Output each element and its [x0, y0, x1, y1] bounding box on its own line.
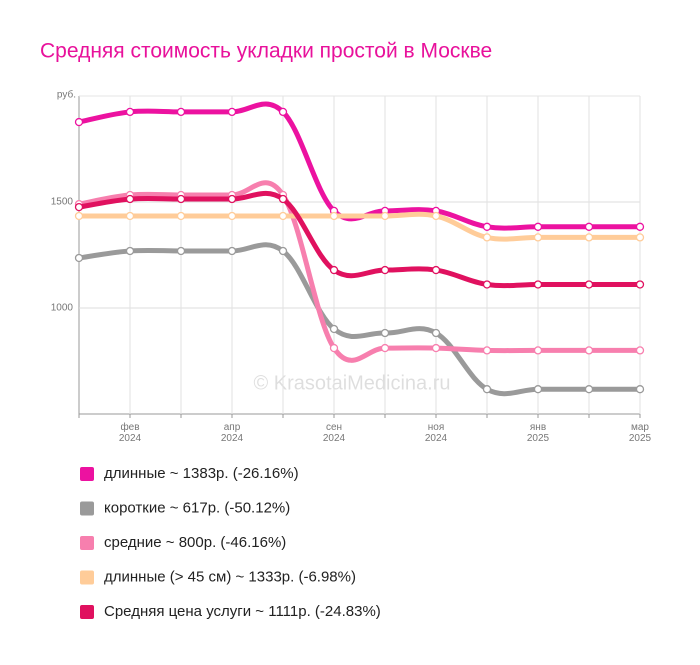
legend-label: короткие ~ 617р. (-50.12%) — [104, 499, 290, 516]
x-tick-label-line: 2024 — [425, 433, 448, 444]
x-tick-label-line: фев — [120, 421, 139, 433]
x-tick-label: ноя 2024 — [425, 422, 448, 444]
point-marker — [431, 265, 441, 275]
legend-swatch — [80, 570, 94, 585]
legend-label: длинные (> 45 см) ~ 1333р. (-6.98%) — [104, 568, 356, 585]
point-marker — [380, 343, 390, 353]
x-tick-label: мар 2025 — [629, 422, 652, 444]
point-marker — [380, 328, 390, 338]
point-marker — [533, 346, 543, 355]
watermark: © KrasotaiMedicina.ru — [253, 372, 450, 394]
point-marker — [278, 107, 288, 117]
y-axis-label: руб. — [57, 89, 76, 101]
point-marker — [329, 324, 339, 334]
legend-swatch — [80, 501, 94, 516]
point-marker — [482, 233, 492, 242]
point-marker — [584, 222, 594, 231]
point-marker — [176, 194, 186, 204]
point-marker — [125, 194, 135, 204]
point-marker — [380, 211, 390, 221]
point-marker — [125, 107, 135, 117]
point-marker — [533, 385, 543, 394]
point-marker — [584, 233, 594, 242]
x-tick-label-line: 2024 — [119, 433, 142, 444]
point-marker — [278, 194, 288, 204]
point-marker — [431, 328, 441, 338]
point-marker — [533, 233, 543, 242]
point-marker — [74, 117, 84, 127]
point-marker — [482, 280, 492, 289]
point-marker — [584, 385, 594, 394]
point-marker — [482, 222, 492, 231]
point-marker — [635, 222, 645, 231]
point-marker — [584, 280, 594, 289]
y-tick-label: 1000 — [51, 303, 74, 314]
x-tick-label: апр 2024 — [221, 422, 244, 444]
chart-title: Средняя стоимость укладки простой в Моск… — [40, 40, 492, 63]
legend-label: длинные ~ 1383р. (-26.16%) — [104, 465, 299, 482]
point-marker — [278, 246, 288, 256]
x-tick-label-line: апр — [224, 422, 241, 433]
point-marker — [533, 280, 543, 289]
x-tick-label: фев 2024 — [119, 421, 142, 444]
series-line — [76, 101, 643, 231]
point-marker — [125, 246, 135, 256]
point-marker — [176, 246, 186, 256]
x-tick-label-line: сен — [326, 422, 342, 433]
point-marker — [431, 211, 441, 221]
point-marker — [176, 211, 186, 221]
x-tick-label-line: янв — [530, 422, 546, 433]
legend-label: средние ~ 800р. (-46.16%) — [104, 534, 286, 551]
legend-swatch — [80, 467, 94, 481]
point-marker — [227, 194, 237, 204]
x-tick-label-line: 2024 — [323, 433, 346, 444]
x-tick-label-line: ноя — [428, 422, 445, 433]
point-marker — [635, 346, 645, 355]
point-marker — [125, 211, 135, 221]
point-marker — [533, 222, 543, 231]
point-marker — [635, 280, 645, 289]
point-marker — [635, 385, 645, 394]
point-marker — [329, 265, 339, 275]
x-tick-label-line: 2025 — [527, 433, 550, 444]
point-marker — [329, 343, 339, 353]
x-tick-label: янв 2025 — [527, 422, 550, 444]
x-tick-label-line: 2025 — [629, 433, 652, 444]
point-marker — [278, 211, 288, 221]
point-marker — [74, 253, 84, 263]
point-marker — [227, 246, 237, 256]
point-marker — [176, 107, 186, 117]
point-marker — [227, 211, 237, 221]
point-marker — [584, 346, 594, 355]
point-marker — [227, 107, 237, 117]
point-marker — [482, 346, 492, 355]
x-tick-label-line: 2024 — [221, 433, 244, 444]
legend-swatch — [80, 605, 94, 619]
point-marker — [431, 343, 441, 353]
legend-label: Средняя цена услуги ~ 1111р. (-24.83%) — [104, 603, 381, 620]
point-marker — [74, 202, 84, 212]
legend-swatch — [80, 536, 94, 550]
x-tick-label: сен 2024 — [323, 422, 346, 444]
series-line — [76, 211, 643, 242]
x-tick-label-line: мар — [631, 422, 649, 433]
point-marker — [635, 233, 645, 242]
point-marker — [380, 265, 390, 275]
point-marker — [74, 211, 84, 221]
y-tick-label: 1500 — [51, 197, 74, 208]
point-marker — [482, 385, 492, 394]
point-marker — [329, 211, 339, 221]
